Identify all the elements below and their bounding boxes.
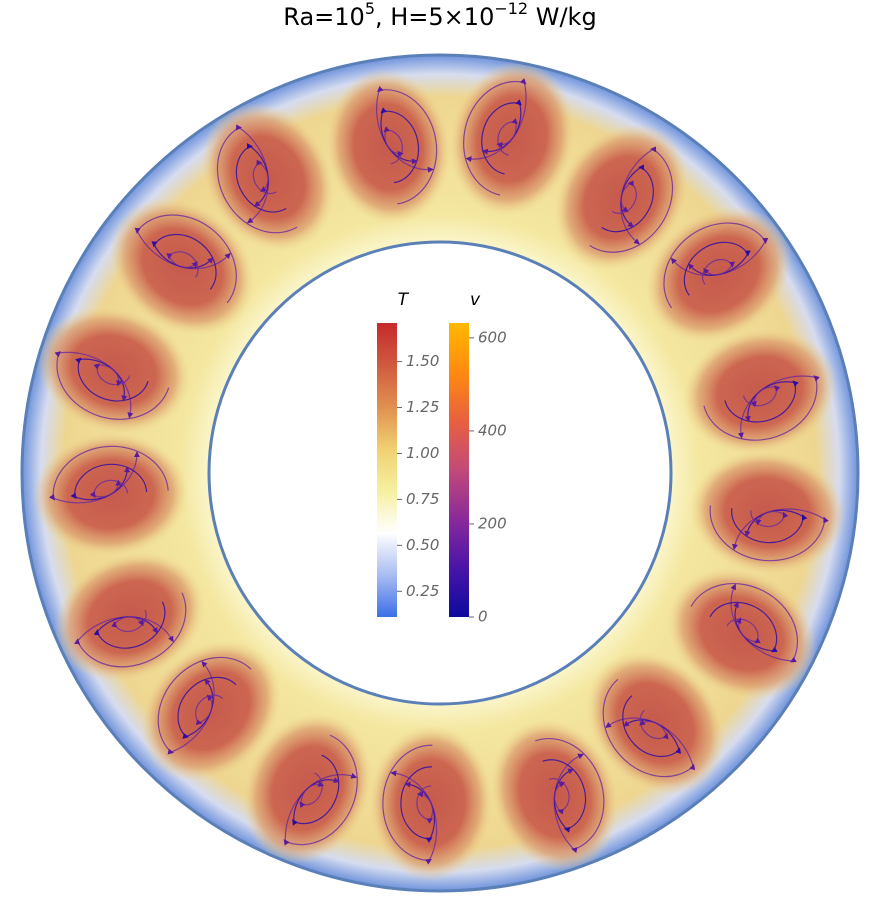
inner-boundary xyxy=(207,240,673,706)
tick-label: 400 xyxy=(478,421,507,439)
streamline xyxy=(639,709,669,740)
tick-label: 1.25 xyxy=(406,398,439,416)
colorbar-label: T xyxy=(398,290,410,310)
tick-label: 1.00 xyxy=(406,444,439,462)
title-part: Ra=10 xyxy=(283,3,365,31)
outer-boundary xyxy=(20,53,860,893)
tick-label: 200 xyxy=(478,514,507,532)
tick-label: 0.50 xyxy=(406,536,439,554)
colorbar-label: v xyxy=(470,290,481,310)
streamline xyxy=(383,126,404,165)
streamline xyxy=(93,363,131,387)
streamline xyxy=(111,609,147,633)
streamline xyxy=(496,118,518,156)
tick-label: 0.75 xyxy=(406,490,439,508)
colorbar xyxy=(377,323,397,617)
streamline xyxy=(611,180,637,214)
title-sup: 5 xyxy=(365,0,375,18)
streamline xyxy=(702,258,736,285)
streamline xyxy=(166,251,199,278)
streamline xyxy=(299,772,325,809)
title-part: , H=5×10 xyxy=(375,3,494,31)
streamline xyxy=(89,479,129,498)
tick-label: 0 xyxy=(478,608,488,626)
streamline xyxy=(252,159,277,195)
streamline xyxy=(750,510,789,528)
streamline xyxy=(742,385,781,408)
title-part: W/kg xyxy=(528,3,597,31)
colorbars: T 0.25 0.50 0.75 1.00 1.25 1.50 v 0 200 400 600 xyxy=(377,290,507,626)
streamline xyxy=(416,785,434,824)
tick-label: 0.25 xyxy=(406,582,439,600)
streamline xyxy=(726,617,761,644)
tick-label: 600 xyxy=(478,328,507,346)
temperature-field xyxy=(22,55,858,891)
chart-title: Ra=105, H=5×10−12 W/kg xyxy=(283,0,596,31)
colorbar xyxy=(449,323,469,617)
title-sup: −12 xyxy=(494,0,528,18)
tick-label: 1.50 xyxy=(406,352,439,370)
streamline xyxy=(548,778,570,815)
streamline xyxy=(195,694,224,726)
